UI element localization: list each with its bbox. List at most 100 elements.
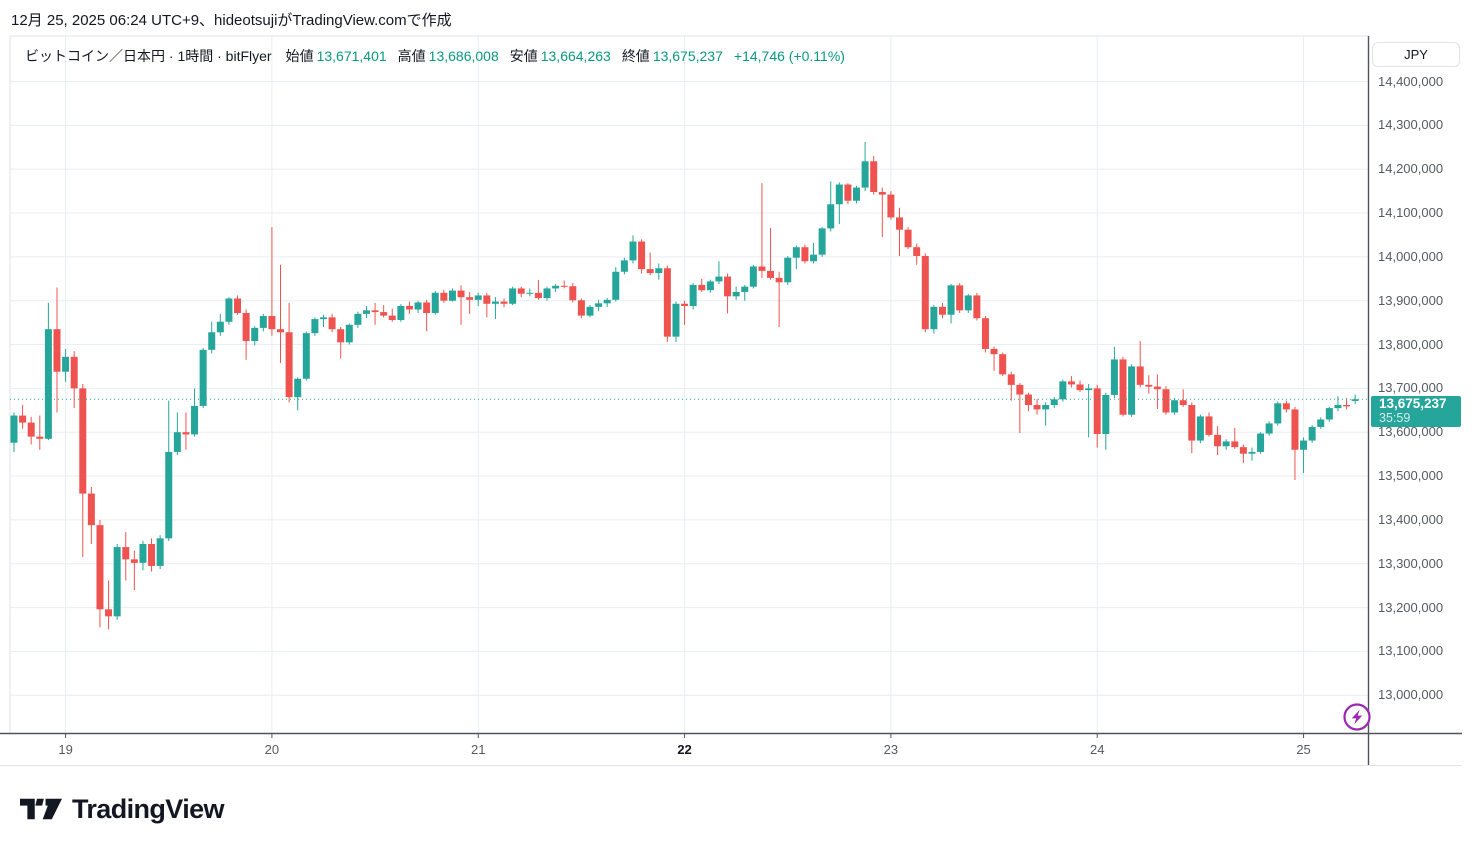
candle (715, 276, 723, 282)
candle (457, 290, 465, 298)
open-value: 13,671,401 (316, 48, 387, 64)
candle (1128, 366, 1136, 415)
candle (371, 310, 379, 313)
candle (981, 318, 989, 349)
candle (466, 297, 474, 300)
candle (1308, 426, 1316, 441)
candle (526, 292, 534, 294)
high-value: 13,686,008 (428, 48, 499, 64)
candle (853, 187, 861, 201)
candle (79, 388, 87, 494)
legend-open: 始値 13,671,401 (286, 46, 387, 66)
candle (1067, 381, 1075, 385)
time-tick-label: 21 (471, 742, 486, 757)
candle (638, 241, 646, 270)
candle (1274, 403, 1282, 424)
candle (724, 276, 732, 297)
candle (1153, 386, 1161, 390)
time-tick-label: 24 (1089, 742, 1105, 757)
candle (629, 241, 637, 261)
close-value: 13,675,237 (652, 48, 723, 64)
candle (277, 329, 285, 333)
time-tick-label: 22 (677, 742, 692, 757)
candle (1093, 388, 1101, 434)
candle (268, 316, 276, 330)
price-tick-label: 14,000,000 (1378, 248, 1444, 264)
candle (405, 305, 413, 310)
candle (595, 303, 603, 307)
candle (904, 229, 912, 248)
candle (36, 436, 44, 439)
candle (414, 302, 422, 310)
candle (1265, 423, 1273, 434)
tradingview-logo[interactable]: TradingView (20, 792, 225, 826)
candle (646, 269, 654, 274)
candle (543, 288, 551, 299)
candle (1110, 359, 1118, 395)
price-tick-label: 13,200,000 (1378, 599, 1444, 615)
candle (930, 306, 938, 330)
candle (10, 415, 18, 443)
candle (27, 422, 35, 437)
close-label: 終値 (621, 48, 650, 64)
price-tick-label: 13,300,000 (1378, 555, 1444, 571)
lightning-bolt-icon (1351, 709, 1363, 725)
bar-countdown: 35:59 (1379, 410, 1411, 425)
time-tick-label: 19 (58, 742, 73, 757)
candle (302, 333, 310, 379)
candle (62, 356, 70, 372)
price-tick-label: 13,600,000 (1378, 424, 1444, 440)
candle (285, 332, 293, 398)
candle (1016, 384, 1024, 395)
price-tick-label: 13,900,000 (1378, 292, 1444, 308)
candle (672, 303, 680, 337)
candle (1145, 384, 1153, 387)
candle (938, 306, 946, 315)
candle (784, 257, 792, 283)
candle (1136, 366, 1144, 385)
candle (861, 161, 869, 188)
candle (53, 329, 61, 372)
candle (225, 298, 233, 322)
candle (792, 247, 800, 258)
candle (835, 184, 843, 205)
candle (1222, 441, 1230, 447)
candle (1343, 405, 1351, 407)
candle (362, 310, 370, 314)
attribution-line: 12月 25, 2025 06:24 UTC+9、hideotsujiがTrad… (11, 12, 452, 29)
candle (139, 544, 147, 563)
symbol-title[interactable]: ビットコイン／日本円 · 1時間 · bitFlyer (25, 48, 272, 64)
candle (1239, 447, 1247, 454)
candle (887, 194, 895, 218)
candle (1188, 405, 1196, 441)
candle (947, 285, 955, 315)
candle (517, 288, 525, 294)
candle (1162, 389, 1170, 413)
candle (1214, 434, 1222, 447)
candle (122, 547, 130, 560)
candle (509, 288, 517, 304)
candle (431, 292, 439, 313)
candle (913, 247, 921, 256)
candle (440, 292, 448, 301)
high-label: 高値 (397, 48, 426, 64)
candle (921, 255, 929, 330)
candle (130, 559, 138, 563)
candle (388, 315, 396, 320)
candle (827, 204, 835, 229)
candle (775, 277, 783, 283)
candle (1059, 381, 1067, 400)
candle (663, 268, 671, 337)
flash-icon[interactable] (1341, 701, 1375, 735)
candle (1205, 416, 1213, 435)
tradingview-logo-text: TradingView (72, 793, 225, 824)
candle (749, 266, 757, 287)
candle (208, 332, 216, 350)
candle (1171, 400, 1179, 413)
candle (586, 306, 594, 316)
candle (1282, 403, 1290, 410)
currency-button[interactable]: JPY (1372, 42, 1460, 67)
candle (182, 432, 190, 435)
candle (801, 247, 809, 262)
